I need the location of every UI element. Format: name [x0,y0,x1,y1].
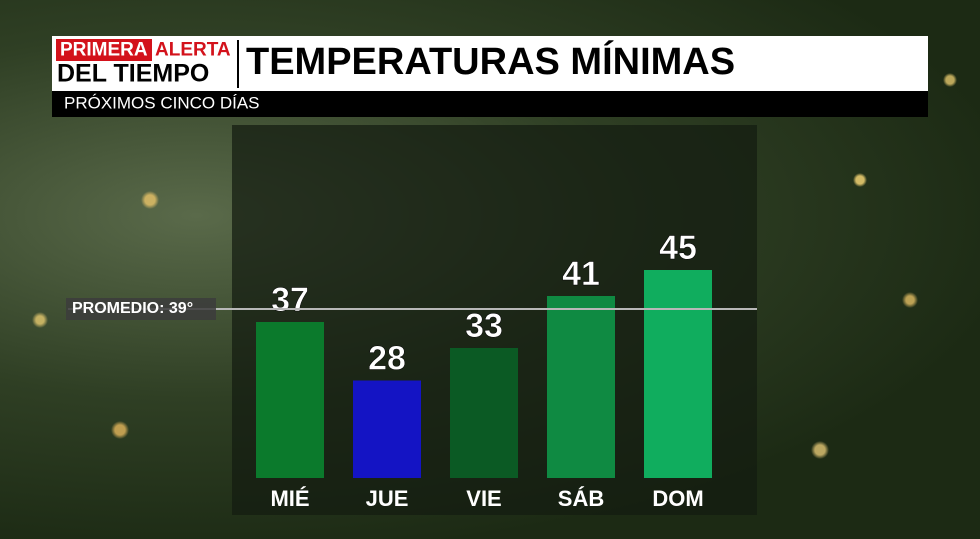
value-label: 37 [271,281,309,319]
x-tick-label: JUE [366,486,409,511]
value-label: 33 [465,307,503,345]
x-tick-label: DOM [652,486,703,511]
average-label-box [66,298,216,320]
value-label: 28 [368,339,406,377]
chart-subtitle: PRÓXIMOS CINCO DÍAS [64,93,260,112]
brand-red [56,39,152,61]
brand-text: ALERTA [155,40,231,61]
chart-title: TEMPERATURAS MÍNIMAS [246,39,735,83]
subtitle-band [52,91,928,117]
title-band [52,36,928,92]
brand-text: DEL TIEMPO [57,60,209,88]
x-tick-label: VIE [466,486,501,511]
bar [353,380,421,478]
value-label: 41 [562,255,600,293]
x-tick-label: SÁB [558,486,604,511]
bar [547,296,615,478]
x-tick-label: MIÉ [270,486,309,511]
average-label: PROMEDIO: 39° [72,300,193,317]
value-label: 45 [659,229,697,267]
brand-text: PRIMERA [60,40,148,61]
bar [256,322,324,478]
bar [450,348,518,478]
bar [644,270,712,478]
